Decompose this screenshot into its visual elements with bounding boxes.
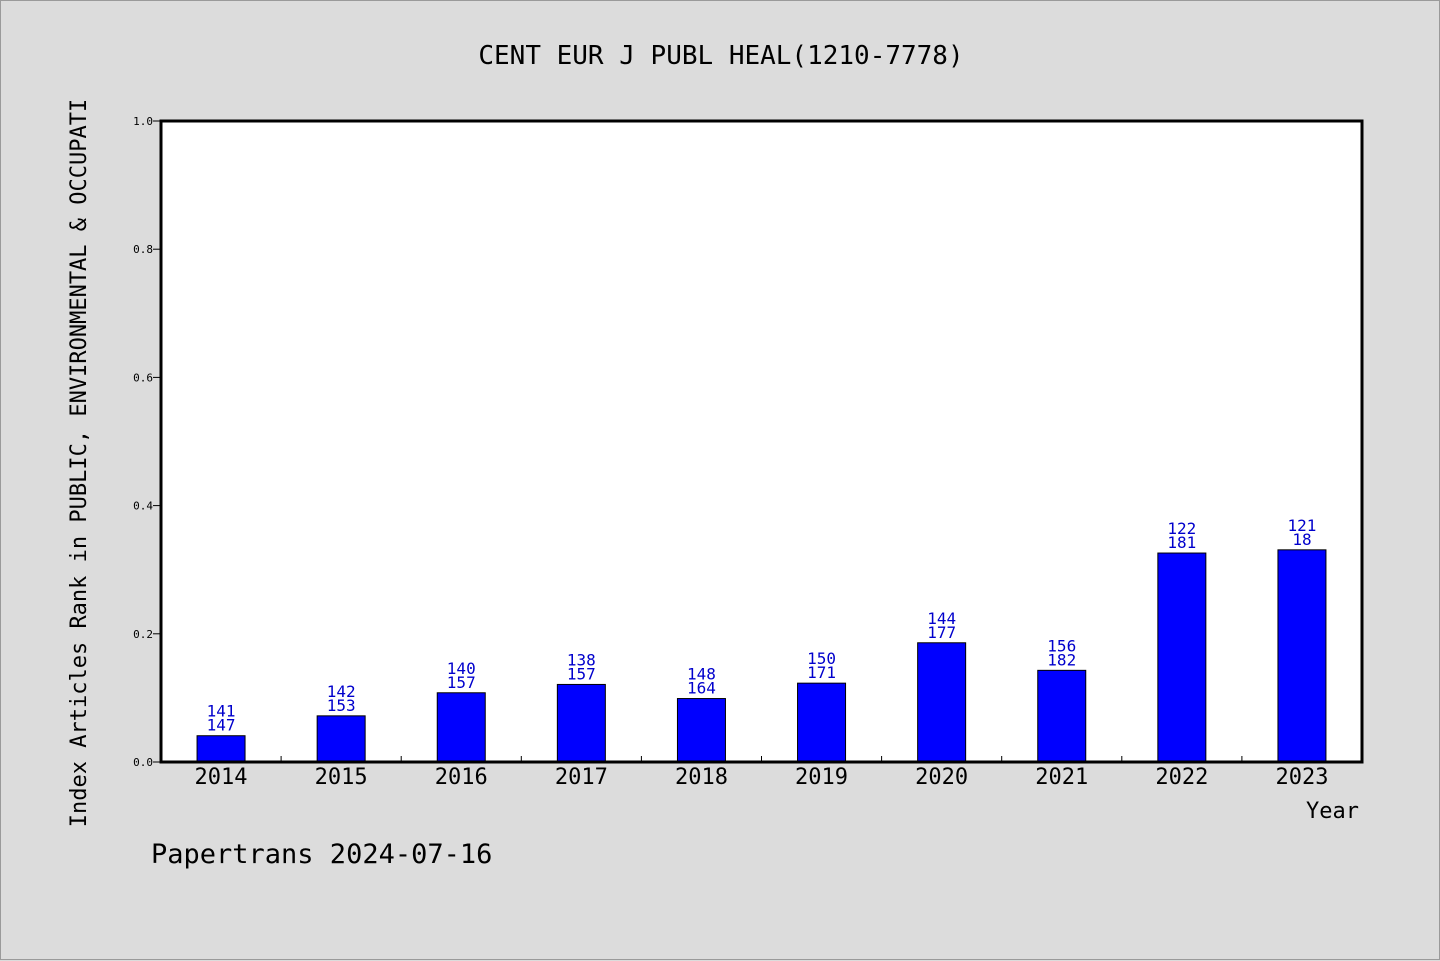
bar-2015 bbox=[316, 715, 366, 763]
bar-label-top: 141 bbox=[207, 702, 236, 721]
bar-label-bottom: 153 bbox=[327, 696, 356, 715]
y-tick-label: 0.0 bbox=[133, 756, 153, 769]
footer-text: Papertrans 2024-07-16 bbox=[151, 839, 492, 870]
bar-label-top: 142 bbox=[327, 682, 356, 701]
bar-label-top: 140 bbox=[447, 659, 476, 678]
bar-2023 bbox=[1277, 549, 1327, 763]
bar-label-top: 121 bbox=[1287, 516, 1316, 535]
y-tick-label: 0.2 bbox=[133, 628, 153, 641]
x-tick-label: 2022 bbox=[1155, 765, 1208, 790]
x-tick-label: 2019 bbox=[795, 765, 848, 790]
chart-title: CENT EUR J PUBL HEAL(1210-7778) bbox=[478, 41, 963, 71]
x-tick-label: 2015 bbox=[315, 765, 368, 790]
y-tick-label: 0.8 bbox=[133, 243, 153, 256]
bar-label-bottom: 182 bbox=[1047, 650, 1076, 669]
bar-label-bottom: 164 bbox=[687, 679, 716, 698]
bar-label-top: 144 bbox=[927, 609, 956, 628]
x-tick-label: 2021 bbox=[1035, 765, 1088, 790]
bar-label-bottom: 157 bbox=[447, 673, 476, 692]
x-tick-label: 2020 bbox=[915, 765, 968, 790]
x-tick-label: 2014 bbox=[195, 765, 248, 790]
x-axis-ticks: 2014 2015 2016 2017 2018 2019 2020 2021 2022 2023 bbox=[195, 756, 1328, 790]
bar-2022 bbox=[1157, 552, 1207, 763]
x-tick-label: 2017 bbox=[555, 765, 608, 790]
bar-label-top: 148 bbox=[687, 665, 716, 684]
bar-label-bottom: 18 bbox=[1292, 530, 1311, 549]
y-tick-label: 0.6 bbox=[133, 371, 153, 384]
x-tick-label: 2023 bbox=[1275, 765, 1328, 790]
x-axis-label: Year bbox=[1306, 799, 1359, 824]
y-tick-label: 0.4 bbox=[133, 500, 153, 513]
bar-2019 bbox=[797, 682, 847, 763]
bar-label-top: 122 bbox=[1167, 519, 1196, 538]
bar-2020 bbox=[917, 642, 967, 763]
bar-2017 bbox=[556, 683, 606, 763]
bar-label-bottom: 181 bbox=[1167, 533, 1196, 552]
bar-label-bottom: 177 bbox=[927, 623, 956, 642]
bar-label-top: 138 bbox=[567, 650, 596, 669]
bar-label-top: 150 bbox=[807, 649, 836, 668]
bar-2016 bbox=[436, 692, 486, 763]
bar-2018 bbox=[676, 698, 726, 763]
bar-label-bottom: 147 bbox=[207, 716, 236, 735]
bar-2014 bbox=[196, 735, 246, 763]
bar-label-bottom: 157 bbox=[567, 664, 596, 683]
bar-2021 bbox=[1037, 669, 1087, 763]
y-axis-label: Index Articles Rank in PUBLIC, ENVIRONME… bbox=[67, 99, 92, 827]
bars bbox=[196, 549, 1327, 763]
y-tick-label: 1.0 bbox=[133, 115, 153, 128]
bar-label-top: 156 bbox=[1047, 636, 1076, 655]
bar-label-bottom: 171 bbox=[807, 663, 836, 682]
x-tick-label: 2018 bbox=[675, 765, 728, 790]
x-tick-label: 2016 bbox=[435, 765, 488, 790]
plot-border bbox=[159, 119, 1364, 764]
y-axis-ticks: 0.0 0.2 0.4 0.6 0.8 1.0 bbox=[133, 115, 161, 769]
